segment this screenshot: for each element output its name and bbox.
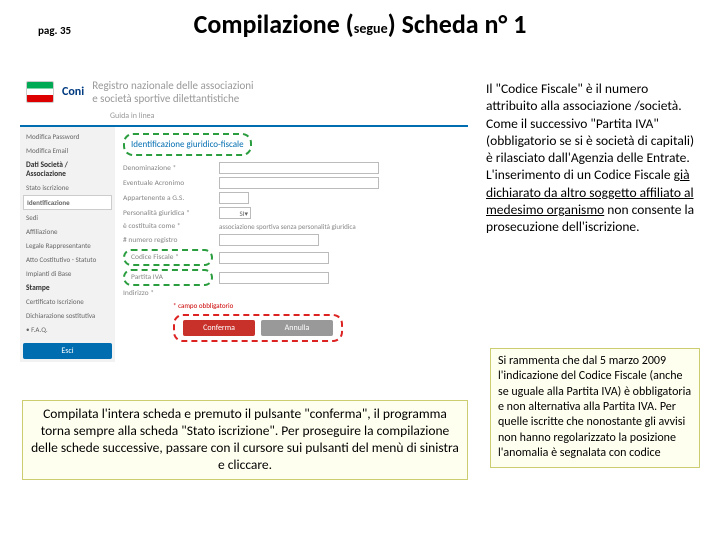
title-main: Compilazione ( <box>194 8 354 40</box>
title-end: ) Scheda n° 1 <box>388 8 527 40</box>
cancel-button[interactable]: Annulla <box>261 320 333 336</box>
label-personalita: Personalità giuridica * <box>123 209 213 218</box>
confirm-button[interactable]: Conferma <box>183 320 255 336</box>
explanation-p1: Il "Codice Fiscale" è il numero attribui… <box>486 80 702 166</box>
help-link[interactable]: Guida in linea <box>20 109 468 125</box>
input-codice-fiscale[interactable] <box>219 252 329 264</box>
sidebar-item[interactable]: Stato iscrizione <box>23 181 112 194</box>
slide-title: Compilazione (segue) Scheda n° 1 <box>0 8 720 40</box>
coni-brand: Coni <box>62 85 84 99</box>
sidebar-item[interactable]: Modifica Password <box>23 130 112 143</box>
app-header: Coni Registro nazionale delle associazio… <box>20 75 468 109</box>
label-numreg: # numero registro <box>123 236 213 245</box>
sidebar-item[interactable]: Impianti di Base <box>23 267 112 280</box>
input-denominazione[interactable] <box>219 162 379 174</box>
label-costituita: è costituita come * <box>123 222 213 231</box>
sidebar-item-active[interactable]: Identificazione <box>23 195 112 210</box>
section-heading: Identificazione giuridico-fiscale <box>123 133 252 156</box>
sidebar-heading: Dati Società / Associazione <box>23 158 112 180</box>
required-note: * campo obbligatorio <box>173 301 460 310</box>
registry-title: Registro nazionale delle associazioni e … <box>92 79 253 105</box>
sidebar-heading: Stampe <box>23 281 112 294</box>
app-body: Modifica Password Modifica Email Dati So… <box>20 125 468 362</box>
explanation-text: Il "Codice Fiscale" è il numero attribui… <box>486 80 702 235</box>
reminder-box: Si rammenta che dal 5 marzo 2009 l'indic… <box>490 348 700 468</box>
input-gs[interactable] <box>219 192 249 204</box>
sidebar-item[interactable]: Legale Rappresentante <box>23 239 112 252</box>
input-acronimo[interactable] <box>219 177 379 189</box>
label-partita-iva: Partita IVA <box>123 269 213 286</box>
label-codice-fiscale: Codice Fiscale * <box>123 249 213 266</box>
value-costituita: associazione sportiva senza personalità … <box>219 222 460 231</box>
select-value: SI <box>240 209 245 218</box>
tip-box: Compilata l'intera scheda e premuto il p… <box>22 400 468 480</box>
input-numreg[interactable] <box>219 234 319 246</box>
explanation-p2: L'inserimento di un Codice Fiscale già d… <box>486 166 702 235</box>
sidebar-item[interactable]: Dichiarazione sostitutiva <box>23 309 112 322</box>
exit-button[interactable]: Esci <box>23 343 112 359</box>
sidebar-item[interactable]: Sedi <box>23 211 112 224</box>
app-screenshot: Coni Registro nazionale delle associazio… <box>20 75 468 380</box>
label-denominazione: Denominazione * <box>123 164 213 173</box>
select-personalita[interactable]: SI ▾ <box>219 207 251 219</box>
label-acronimo: Eventuale Acronimo <box>123 179 213 188</box>
input-partita-iva[interactable] <box>219 272 329 284</box>
sidebar-faq[interactable]: • F.A.Q. <box>23 323 112 336</box>
sidebar-item[interactable]: Affiliazione <box>23 225 112 238</box>
sidebar-item[interactable]: Certificato Iscrizione <box>23 295 112 308</box>
form-area: Identificazione giuridico-fiscale Denomi… <box>115 127 468 362</box>
coni-logo <box>26 81 54 103</box>
label-indirizzo: Indirizzo * <box>123 289 213 298</box>
label-gs: Appartenente a G.S. <box>123 194 213 203</box>
registry-l2: e società sportive dilettantistiche <box>92 92 253 105</box>
sidebar-item[interactable]: Modifica Email <box>23 144 112 157</box>
sidebar: Modifica Password Modifica Email Dati So… <box>20 127 115 362</box>
button-row: Conferma Annulla <box>173 314 343 342</box>
sidebar-item[interactable]: Atto Costitutivo - Statuto <box>23 253 112 266</box>
title-sub: segue <box>354 20 388 37</box>
coni-text: Coni <box>62 85 84 99</box>
registry-l1: Registro nazionale delle associazioni <box>92 79 253 92</box>
